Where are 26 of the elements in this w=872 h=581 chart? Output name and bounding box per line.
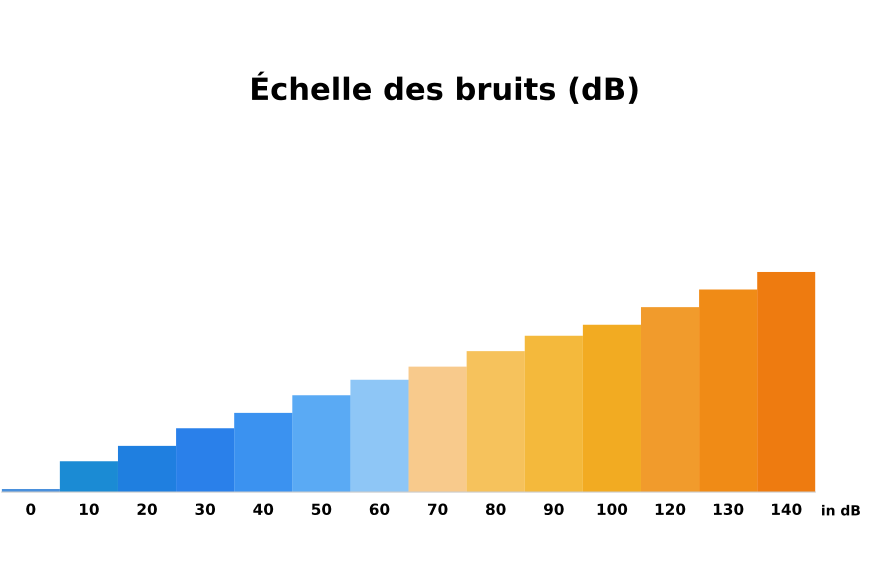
- x-tick-label: 90: [544, 503, 564, 516]
- x-tick-label: 70: [428, 503, 448, 516]
- x-tick-label: 100: [598, 503, 628, 516]
- x-tick-label: 130: [714, 503, 744, 516]
- x-tick-label: 20: [138, 503, 157, 516]
- bar: [640, 307, 700, 492]
- x-tick-label: 120: [656, 503, 686, 516]
- bar: [757, 272, 816, 492]
- bar: [466, 351, 525, 492]
- x-tick-label: 50: [312, 503, 332, 516]
- x-tick-label: 0: [26, 503, 36, 516]
- x-tick-label: 40: [253, 503, 274, 516]
- x-tick-label: 10: [80, 503, 99, 516]
- bar: [234, 412, 292, 492]
- bar: [582, 324, 641, 492]
- bar: [292, 395, 350, 492]
- x-axis-title: in dB: [822, 504, 860, 516]
- x-tick-label: 140: [772, 503, 802, 516]
- chart-title: Échelle des bruits (dB): [252, 72, 638, 104]
- x-tick-label: 80: [486, 503, 506, 516]
- bar: [524, 336, 583, 492]
- bar: [699, 290, 758, 492]
- x-tick-label: 60: [370, 503, 390, 516]
- bar: [350, 380, 409, 492]
- x-tick-label: 30: [196, 503, 216, 516]
- bar: [408, 366, 467, 492]
